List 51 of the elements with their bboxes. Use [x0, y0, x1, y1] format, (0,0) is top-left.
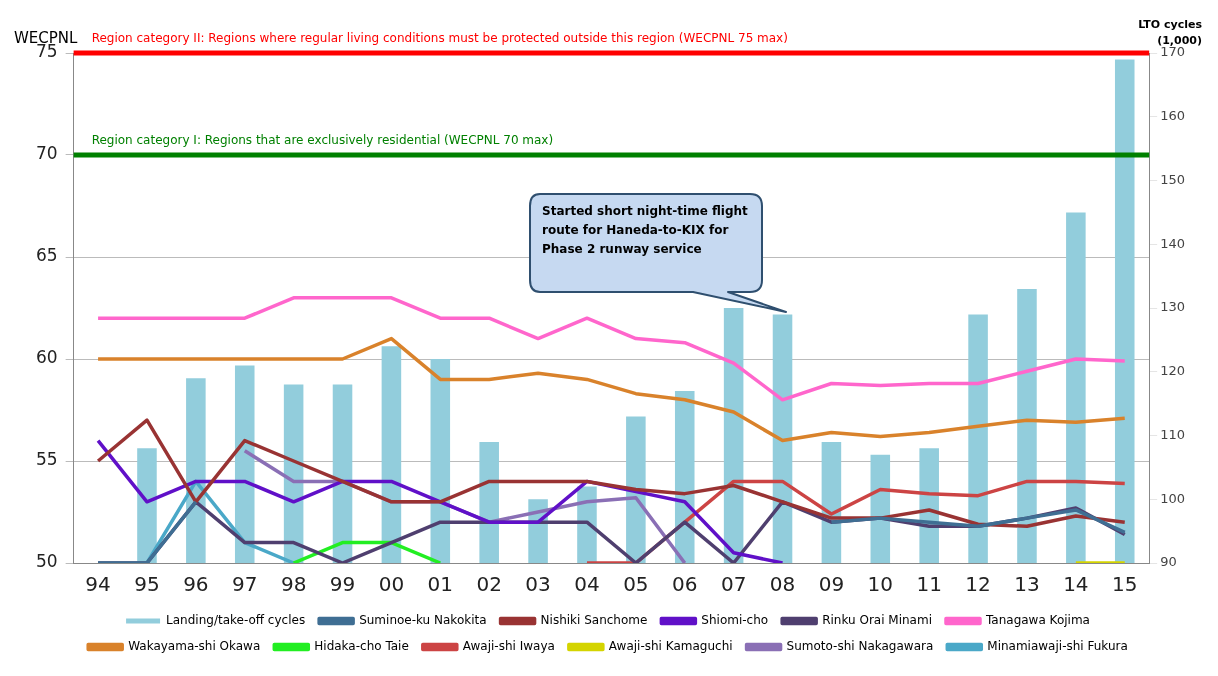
y2-tick-label: 150 [1160, 171, 1186, 187]
y-tick-label: 65 [35, 245, 58, 266]
y2-tick-label: 160 [1160, 108, 1186, 124]
annotation: Started short night-time flight route for Haneda-to-KIX for Phase 2 runway service [542, 203, 749, 258]
y-tick-label: 50 [35, 551, 58, 572]
y2-tick-label: 110 [1160, 426, 1186, 442]
legend-label: Wakayama-shi Okawa [128, 639, 261, 654]
legend-label: Nishiki Sanchome [540, 613, 648, 628]
x-tick-label: 04 [574, 572, 600, 597]
x-tick-label: 06 [672, 572, 698, 597]
x-tick-label: 15 [1112, 572, 1138, 597]
ref-line-label: Region category I: Regions that are exclusively residential (WECPNL 70 max) [91, 133, 554, 148]
x-tick-label: 10 [867, 572, 894, 597]
legend-label: Landing/take-off cycles [166, 613, 306, 628]
legend-label: Awaji-shi Iwaya [462, 639, 555, 654]
legend-label: Sumoto-shi Nakagawara [786, 639, 934, 654]
x-tick-label: 96 [183, 572, 209, 597]
legend-label: Rinku Orai Minami [822, 613, 932, 628]
y2-tick-label: 90 [1160, 554, 1177, 570]
x-tick-label: 00 [378, 572, 405, 597]
legend-label: Shiomi-cho [701, 613, 769, 628]
x-tick-label: 01 [427, 572, 454, 597]
y-tick-label: 70 [35, 143, 58, 164]
x-tick-label: 99 [329, 572, 356, 597]
y-tick-label: 55 [35, 449, 58, 470]
x-tick-label: 14 [1063, 572, 1089, 597]
x-tick-label: 08 [769, 572, 796, 597]
x-tick-label: 02 [476, 572, 502, 597]
legend-label: Hidaka-cho Taie [314, 639, 409, 654]
x-tick-label: 97 [232, 572, 258, 597]
x-tick-label: 03 [525, 572, 551, 597]
x-tick-label: 11 [916, 572, 942, 597]
y2-tick-label: 130 [1160, 299, 1186, 315]
x-tick-label: 09 [818, 572, 845, 597]
ref-line-label: Region category II: Regions where regular living conditions must be protected outside this region (WECPNL 75 max) [91, 31, 788, 46]
legend-label: Minamiawaji-shi Fukura [987, 639, 1128, 654]
speech-bubble: Started short night-time flight route for Haneda-to-KIX for Phase 2 runway service [528, 192, 790, 314]
y-tick-label: 60 [35, 347, 58, 368]
x-tick-label: 95 [134, 572, 160, 597]
y2-tick-label: 140 [1160, 235, 1186, 251]
legend-label: Suminoe-ku Nakokita [359, 613, 487, 628]
x-tick-label: 05 [623, 572, 649, 597]
legend-label: Tanagawa Kojima [985, 613, 1090, 628]
x-tick-label: 94 [85, 572, 111, 597]
x-tick-label: 12 [965, 572, 991, 597]
x-tick-label: 07 [720, 572, 747, 597]
y2-tick-label: 100 [1160, 490, 1186, 506]
legend-label: Awaji-shi Kamaguchi [608, 639, 733, 654]
x-tick-label: 13 [1014, 572, 1040, 597]
x-tick-label: 98 [280, 572, 307, 597]
y2-tick-label: 120 [1160, 363, 1186, 379]
